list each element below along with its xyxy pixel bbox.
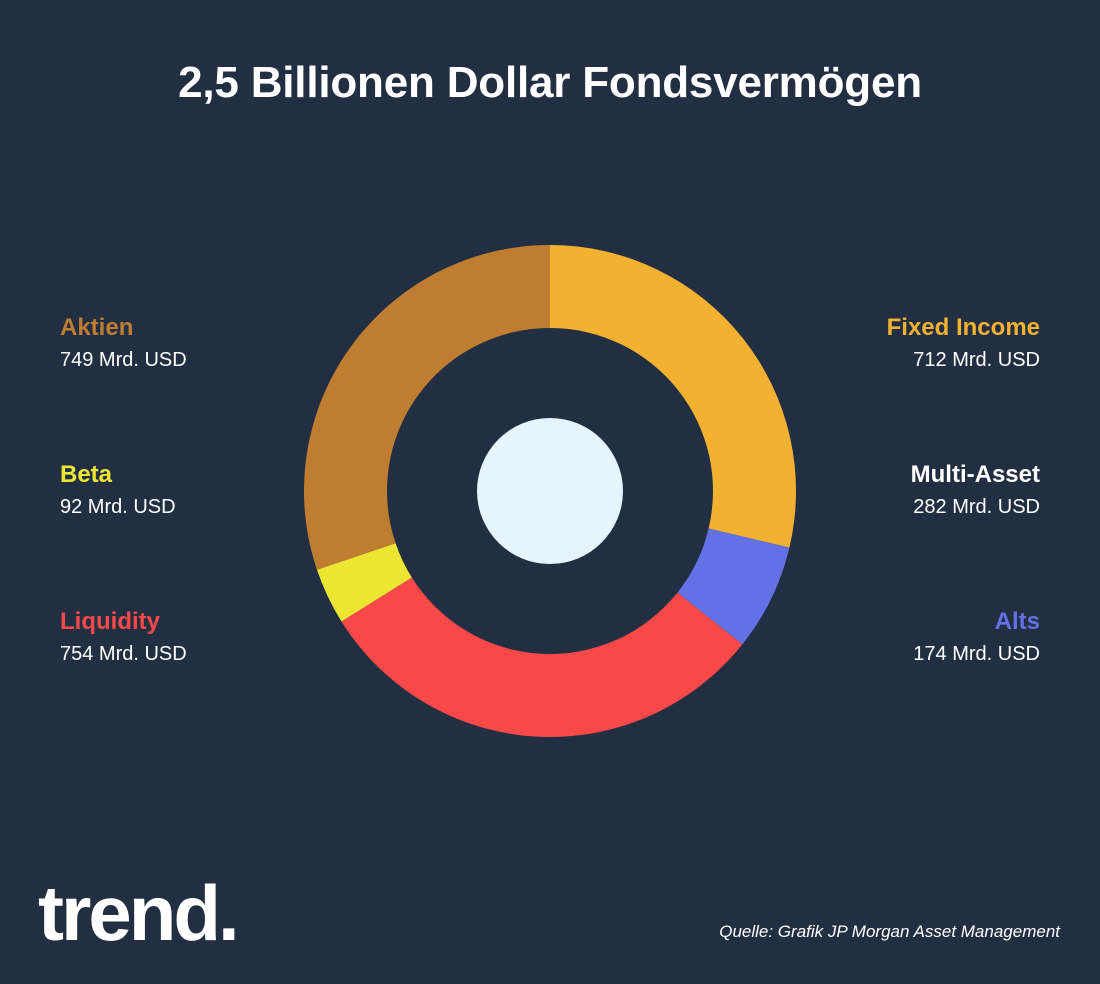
slice-aktien xyxy=(303,245,550,570)
legend-item-alts: Alts 174 Mrd. USD xyxy=(760,607,1040,667)
legend-label-beta: Beta xyxy=(60,461,113,488)
legend-label-liquidity: Liquidity xyxy=(60,608,160,635)
legend-value-multi-asset: 282 Mrd. USD xyxy=(913,496,1040,518)
legend-label-alts: Alts xyxy=(994,608,1040,635)
legend-item-beta: Beta 92 Mrd. USD xyxy=(60,460,340,520)
legend-value-fixed-income: 712 Mrd. USD xyxy=(913,349,1040,371)
legend-label-aktien: Aktien xyxy=(60,314,134,341)
legend-value-aktien: 749 Mrd. USD xyxy=(60,349,187,371)
chart-title: 2,5 Billionen Dollar Fondsvermögen xyxy=(178,58,922,107)
slice-fixed-income xyxy=(550,245,796,548)
slice-liquidity xyxy=(341,577,743,737)
legend-item-multi-asset: Multi-Asset 282 Mrd. USD xyxy=(760,460,1040,520)
legend-value-liquidity: 754 Mrd. USD xyxy=(60,643,187,665)
legend-label-fixed-income: Fixed Income xyxy=(886,314,1040,341)
trend-logo: trend. xyxy=(38,869,240,957)
center-disc-multi-asset xyxy=(477,418,623,564)
outer-ring xyxy=(303,245,796,737)
legend-value-alts: 174 Mrd. USD xyxy=(913,643,1040,665)
legend-label-multi-asset: Multi-Asset xyxy=(910,461,1040,488)
legend-item-liquidity: Liquidity 754 Mrd. USD xyxy=(60,607,340,667)
legend-value-beta: 92 Mrd. USD xyxy=(60,496,176,518)
source-note: Quelle: Grafik JP Morgan Asset Managemen… xyxy=(719,922,1060,941)
slice-beta xyxy=(316,543,412,622)
legend-item-fixed-income: Fixed Income 712 Mrd. USD xyxy=(760,313,1040,373)
legend-item-aktien: Aktien 749 Mrd. USD xyxy=(60,313,340,373)
slice-alts xyxy=(677,528,790,645)
